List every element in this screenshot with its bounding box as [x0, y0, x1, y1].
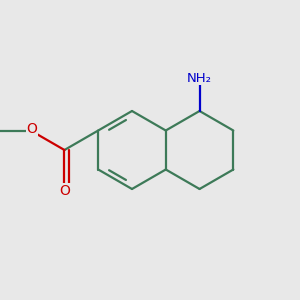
Text: O: O [59, 184, 70, 197]
Text: NH₂: NH₂ [187, 72, 212, 85]
Text: O: O [27, 122, 38, 136]
